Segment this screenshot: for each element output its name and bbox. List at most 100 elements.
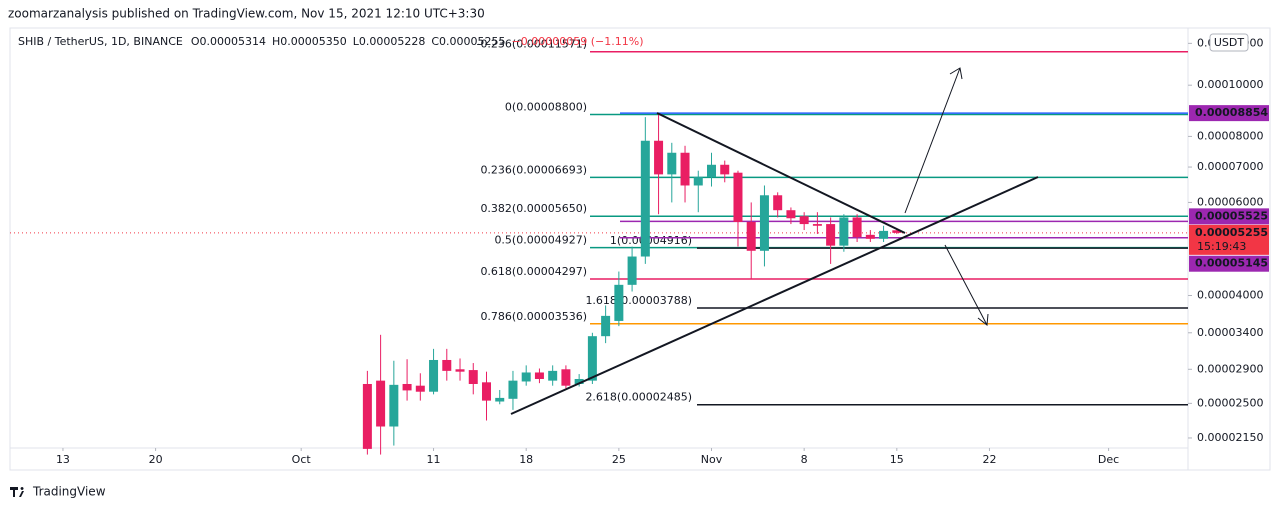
price-badge-label: 0.00008854: [1195, 106, 1268, 119]
y-tick-label: 0.00002500: [1197, 396, 1263, 409]
candle-body: [879, 230, 889, 239]
y-tick-label: 0.00008000: [1197, 129, 1263, 142]
candle-body: [561, 369, 571, 386]
drawings: [510, 67, 1039, 415]
y-tick-label: 0.00002150: [1197, 431, 1263, 444]
candle-body: [839, 217, 849, 246]
candle-body: [680, 152, 690, 186]
candle-body: [534, 372, 544, 379]
currency-label: USDT: [1214, 36, 1245, 49]
candle-body: [442, 359, 452, 371]
fib-label: 0.382(0.00005650): [480, 202, 587, 215]
change: −0.00000059 (−1.11%): [512, 35, 644, 48]
fib-label: 0.5(0.00004927): [494, 234, 587, 247]
candle-body: [627, 256, 637, 285]
arrow: [904, 67, 963, 214]
countdown: 15:19:43: [1197, 240, 1246, 253]
candle-body: [640, 140, 650, 257]
fib-label: -0.236(0.00011571): [476, 38, 587, 51]
frame: [9, 27, 1271, 471]
last-price-label: 0.00005255: [1195, 226, 1268, 239]
candle-body: [481, 382, 491, 401]
fib-label: 0.618(0.00004297): [480, 265, 587, 278]
x-tick-label: 22: [982, 453, 996, 466]
candle-body: [707, 164, 717, 178]
candle-body: [826, 224, 836, 246]
candle-body: [852, 217, 862, 238]
candle-body: [812, 224, 822, 226]
x-tick-label: 20: [149, 453, 163, 466]
candle-body: [786, 210, 796, 219]
fib-label: 0.236(0.00006693): [480, 163, 587, 176]
high: H0.00005350: [272, 35, 347, 48]
x-tick-label: 25: [612, 453, 626, 466]
symbol: SHIB / TetherUS, 1D, BINANCE: [18, 35, 183, 48]
fib-label: 0(0.00008800): [505, 101, 587, 114]
candle-body: [892, 230, 902, 233]
candle-body: [574, 378, 584, 384]
candle-body: [654, 140, 664, 175]
candle-body: [362, 383, 372, 449]
x-tick-label: 13: [56, 453, 70, 466]
candle-body: [495, 397, 505, 402]
y-tick-label: 0.00010000: [1197, 78, 1263, 91]
candle-body: [773, 195, 783, 211]
candle-body: [548, 370, 558, 381]
candle-body: [865, 234, 875, 239]
publisher: zoomarzanalysis published on TradingView…: [8, 7, 485, 21]
candle-body: [389, 384, 399, 427]
price-badge: [1189, 255, 1269, 272]
arrow: [944, 244, 989, 326]
low: L0.00005228: [353, 35, 426, 48]
last-price-badge: [1189, 224, 1269, 255]
candle-body: [455, 369, 465, 372]
price-badge: [1189, 208, 1269, 225]
x-tick-label: Nov: [701, 453, 723, 466]
candle-body: [415, 385, 425, 392]
y-tick-label: 0.00007000: [1197, 160, 1263, 173]
y-tick-label: 0.00004000: [1197, 288, 1263, 301]
candle-body: [693, 177, 703, 186]
y-tick-label: 0.00006000: [1197, 195, 1263, 208]
candle-body: [508, 380, 518, 399]
price-badge: [1189, 105, 1269, 122]
candle-body: [521, 372, 531, 382]
candle-body: [759, 195, 769, 251]
y-tick-label: 0.00002900: [1197, 362, 1263, 375]
legend-symbol: SHIB / TetherUS, 1D, BINANCE O0.00005314 H…: [18, 35, 644, 48]
fib-label: 1.618(0.00003788): [585, 294, 692, 307]
logo-icon: [10, 487, 24, 497]
x-tick-label: Dec: [1098, 453, 1119, 466]
candle-body: [614, 284, 624, 321]
candle-body: [799, 216, 809, 225]
candle-body: [468, 370, 478, 384]
candle-body: [429, 359, 439, 392]
x-tick-label: 15: [890, 453, 904, 466]
currency-badge: [1209, 33, 1249, 52]
candle-body: [587, 336, 597, 381]
x-tick-label: 18: [519, 453, 533, 466]
candle-body: [720, 164, 730, 175]
price-badge-label: 0.00005525: [1195, 209, 1268, 222]
plot: 0.00002150 0.00002500 0.00002900 0.00003400…: [10, 36, 1269, 466]
price-badge-label: 0.00005145: [1195, 257, 1268, 270]
fib-label: 2.618(0.00002485): [585, 391, 692, 404]
y-tick-label: 0.00003400: [1197, 326, 1263, 339]
trendline: [656, 112, 906, 234]
fib-label: 0.786(0.00003536): [480, 310, 587, 323]
candle-body: [667, 152, 677, 175]
candle-body: [746, 221, 756, 251]
x-tick-label: Oct: [292, 453, 312, 466]
x-tick-label: 8: [801, 453, 808, 466]
close: C0.00005255: [431, 35, 505, 48]
candle-body: [601, 315, 611, 337]
x-tick-label: 11: [427, 453, 441, 466]
fib-label: 1(0.00004916): [610, 234, 692, 247]
logo: TradingView: [10, 485, 106, 499]
candle-body: [733, 172, 743, 222]
trendline: [510, 176, 1039, 415]
candle-body: [376, 380, 386, 427]
logo-text: TradingView: [32, 485, 106, 499]
